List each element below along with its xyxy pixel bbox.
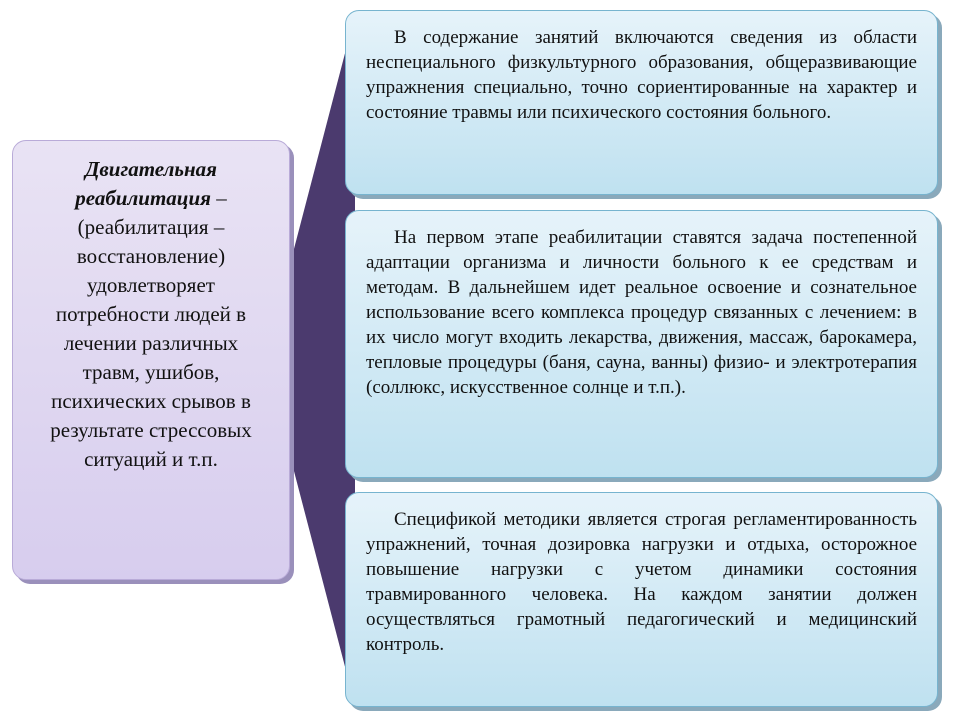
diagram-stage: Двигательная реабилитация – (реабилитаци…	[0, 0, 960, 720]
content-text: Спецификой методики является строгая рег…	[366, 509, 917, 655]
content-box: Спецификой методики является строгая рег…	[345, 492, 938, 707]
definition-title: Двигательная реабилитация	[75, 157, 217, 210]
content-text: На первом этапе реабилитации ставятся за…	[366, 227, 917, 398]
content-box: В содержание занятий включаются сведения…	[345, 10, 938, 195]
content-text: В содержание занятий включаются сведения…	[366, 27, 917, 123]
content-box: На первом этапе реабилитации ставятся за…	[345, 210, 938, 478]
definition-dash: –	[211, 186, 227, 210]
definition-box: Двигательная реабилитация – (реабилитаци…	[12, 140, 290, 580]
definition-body: (реабилитация – восстановление) удовлетв…	[50, 215, 252, 471]
